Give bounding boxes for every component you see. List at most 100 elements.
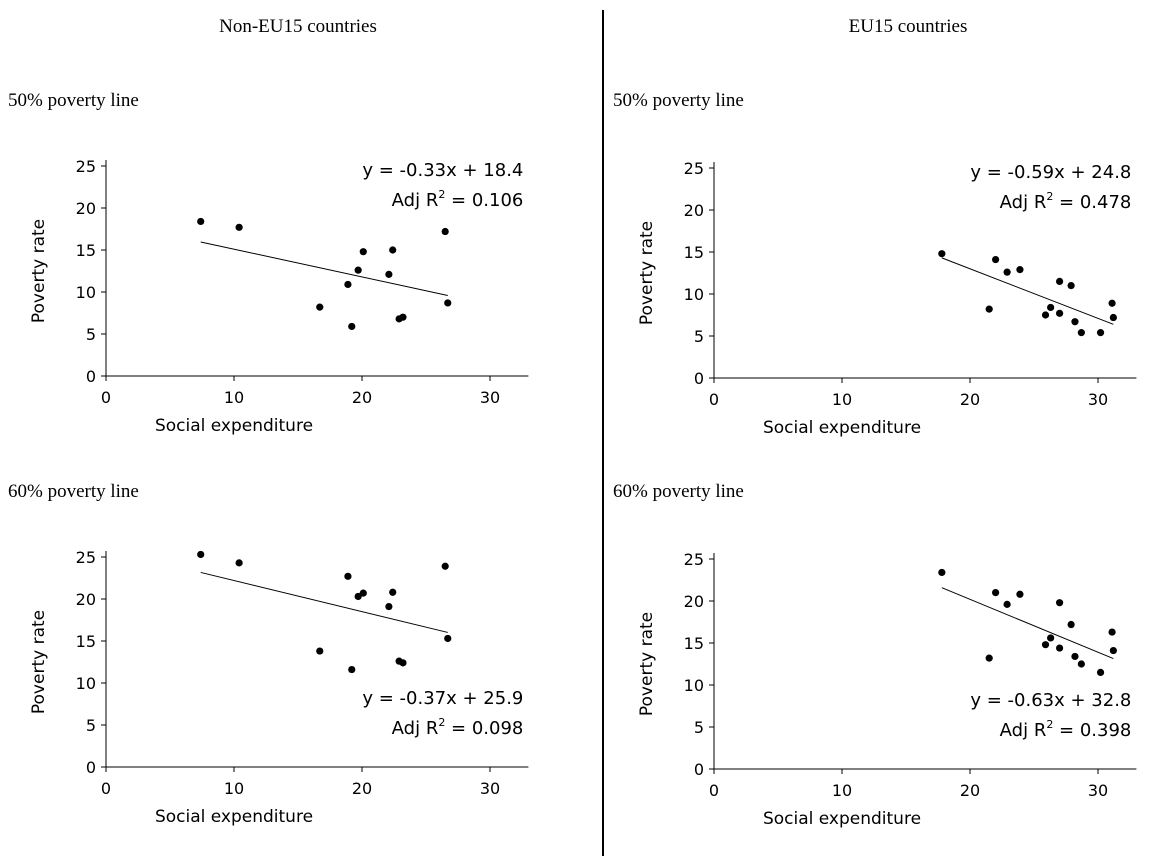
y-tick-label: 5: [86, 325, 96, 344]
trend-line: [941, 257, 1114, 325]
data-point: [348, 322, 356, 331]
data-point: [1047, 634, 1055, 642]
y-axis-label: Poverty rate: [29, 610, 49, 714]
data-point: [441, 562, 449, 570]
data-point: [316, 303, 324, 311]
data-point: [1016, 590, 1024, 598]
data-point: [1109, 646, 1117, 655]
data-point: [1108, 299, 1116, 307]
y-tick-label: 10: [684, 676, 704, 695]
data-point: [1047, 303, 1055, 312]
data-point: [235, 223, 243, 231]
x-tick-label: 10: [224, 388, 244, 407]
y-tick-label: 15: [76, 241, 96, 260]
data-point: [444, 299, 452, 307]
y-tick-label: 0: [694, 760, 704, 779]
x-tick-label: 0: [709, 390, 719, 409]
data-point: [354, 266, 362, 274]
x-axis-label: Social expenditure: [155, 807, 313, 827]
data-point: [389, 246, 397, 254]
data-point: [348, 665, 356, 674]
data-point: [344, 280, 352, 289]
y-tick-label: 20: [684, 592, 704, 611]
x-tick-label: 30: [480, 388, 500, 407]
data-point: [992, 255, 1000, 264]
y-tick-label: 20: [76, 199, 96, 218]
y-tick-label: 5: [694, 327, 704, 346]
data-point: [359, 248, 367, 256]
x-tick-label: 0: [709, 781, 719, 800]
data-point: [1056, 309, 1064, 317]
x-tick-label: 0: [101, 388, 111, 407]
y-tick-label: 25: [684, 550, 704, 569]
data-point: [985, 654, 993, 662]
y-tick-label: 25: [76, 548, 96, 567]
y-tick-label: 0: [86, 367, 96, 386]
x-tick-label: 30: [1088, 781, 1108, 800]
regression-equation: y = -0.33x + 18.4: [362, 160, 523, 181]
data-point: [1077, 329, 1085, 337]
y-tick-label: 0: [694, 369, 704, 388]
data-point: [992, 589, 1000, 597]
data-point: [444, 634, 452, 643]
data-point: [1067, 282, 1075, 290]
adjusted-r-squared: Adj R2 = 0.398: [1000, 718, 1132, 741]
data-point: [985, 305, 993, 313]
data-point: [1108, 628, 1116, 636]
data-point: [1109, 313, 1117, 322]
y-tick-label: 10: [76, 674, 96, 693]
x-tick-label: 10: [832, 390, 852, 409]
x-tick-label: 10: [832, 781, 852, 800]
data-point: [235, 559, 243, 567]
row-title-60-left: 60% poverty line: [8, 481, 139, 502]
data-point: [1071, 318, 1079, 326]
y-axis-label: Poverty rate: [29, 219, 49, 323]
data-point: [399, 313, 407, 321]
regression-equation: y = -0.59x + 24.8: [970, 162, 1131, 183]
data-point: [1056, 277, 1064, 285]
data-point: [938, 568, 946, 577]
y-tick-label: 20: [76, 590, 96, 609]
y-tick-label: 0: [86, 758, 96, 777]
data-point: [385, 270, 393, 278]
column-title-eu15: EU15 countries: [848, 16, 968, 37]
data-point: [1077, 660, 1085, 668]
data-point: [389, 588, 397, 596]
trend-line: [200, 241, 448, 296]
x-tick-label: 20: [352, 388, 372, 407]
data-point: [938, 250, 946, 258]
y-tick-label: 25: [684, 159, 704, 178]
y-axis-label: Poverty rate: [637, 221, 657, 325]
y-tick-label: 5: [694, 718, 704, 737]
row-title-60-right: 60% poverty line: [613, 481, 744, 502]
y-tick-label: 15: [76, 632, 96, 651]
column-divider: [602, 10, 604, 856]
data-point: [197, 217, 205, 226]
data-point: [1067, 620, 1075, 629]
x-axis-label: Social expenditure: [155, 416, 313, 436]
data-point: [1016, 266, 1024, 274]
y-tick-label: 10: [76, 283, 96, 302]
data-point: [359, 589, 367, 597]
data-point: [1071, 652, 1079, 661]
data-point: [316, 647, 324, 655]
x-tick-label: 30: [480, 779, 500, 798]
regression-equation: y = -0.63x + 32.8: [970, 690, 1131, 711]
x-tick-label: 30: [1088, 390, 1108, 409]
column-title-non-eu15: Non-EU15 countries: [219, 16, 377, 37]
row-title-50-left: 50% poverty line: [8, 90, 139, 111]
data-point: [1041, 311, 1050, 319]
data-point: [1096, 329, 1105, 337]
y-tick-label: 5: [86, 716, 96, 735]
data-point: [399, 659, 407, 667]
x-axis-label: Social expenditure: [763, 418, 921, 438]
x-tick-label: 20: [352, 779, 372, 798]
adjusted-r-squared: Adj R2 = 0.098: [392, 716, 524, 739]
y-axis-label: Poverty rate: [637, 612, 657, 716]
data-point: [344, 572, 352, 580]
data-point: [197, 550, 205, 559]
x-tick-label: 20: [960, 781, 980, 800]
data-point: [441, 227, 449, 236]
